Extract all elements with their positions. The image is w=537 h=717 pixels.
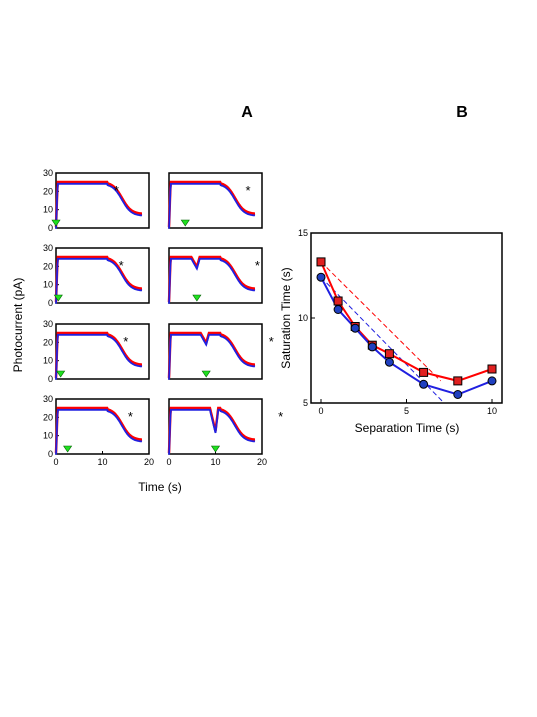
panel-b-xtick-label: 10 — [487, 406, 497, 416]
saturation-star: * — [255, 258, 260, 273]
panel-b-xtick-label: 0 — [318, 406, 323, 416]
red-trace — [167, 331, 255, 378]
blue-circle-point — [333, 305, 343, 314]
blue-trace — [168, 408, 256, 455]
red-trace — [54, 406, 142, 453]
xtick-label: 20 — [144, 457, 154, 467]
blue-trace — [55, 333, 143, 380]
ytick-label: 20 — [43, 186, 53, 196]
panel-a-small-multiples: 0 10 20 30 * * 0 10 20 30 * * 0 10 20 30 * * 0 10 20 30 0 10 20 *… — [43, 168, 283, 467]
saturation-star: * — [128, 409, 133, 424]
blue-circle-point — [316, 272, 326, 282]
red-square-point — [384, 349, 394, 359]
red-trace — [54, 180, 142, 227]
blue-circle-point — [350, 323, 360, 333]
red-trace — [167, 255, 255, 302]
blue-circle-point — [384, 357, 394, 367]
xtick-label: 0 — [166, 457, 171, 467]
xtick-label: 10 — [210, 457, 220, 467]
flash-marker — [192, 294, 202, 302]
red-dashed-line — [320, 261, 442, 382]
panel-b-xlabel: Separation Time (s) — [355, 421, 460, 435]
panel-a-subplot: 0 10 20 * — [166, 398, 283, 467]
blue-trace — [168, 182, 256, 229]
panel-b-ytick-label: 10 — [298, 313, 308, 323]
panel-a-subplot: * — [167, 323, 274, 380]
ytick-label: 0 — [48, 449, 53, 459]
panel-a-subplot: * — [167, 247, 263, 304]
panel-a-subplot: * — [167, 172, 263, 229]
saturation-star: * — [119, 258, 124, 273]
saturation-star: * — [123, 334, 128, 349]
panel-a-subplot: 0 10 20 30 * — [43, 243, 150, 308]
blue-trace — [55, 257, 143, 304]
red-square-point — [333, 296, 343, 306]
ytick-label: 0 — [48, 223, 53, 233]
blue-circle-point — [367, 342, 377, 352]
ytick-label: 20 — [43, 412, 53, 422]
red-series-line — [320, 261, 493, 382]
panel-b-ylabel: Saturation Time (s) — [279, 267, 293, 368]
blue-trace — [55, 408, 143, 455]
flash-marker — [51, 219, 61, 227]
ytick-label: 10 — [43, 280, 53, 290]
red-trace — [54, 331, 142, 378]
ytick-label: 0 — [48, 374, 53, 384]
red-square-point — [487, 364, 497, 374]
panel-b-ytick-label: 15 — [298, 228, 308, 238]
blue-circle-point — [487, 376, 497, 386]
ytick-label: 30 — [43, 319, 53, 329]
panel-b-frame — [310, 232, 503, 404]
panel-a-xlabel: Time (s) — [138, 480, 182, 494]
panel-a-subplot: 0 10 20 30 * — [43, 319, 150, 384]
ytick-label: 20 — [43, 261, 53, 271]
panel-b-ytick-label: 5 — [303, 398, 308, 408]
saturation-star: * — [246, 183, 251, 198]
flash-marker — [180, 219, 190, 227]
xtick-label: 20 — [257, 457, 267, 467]
blue-trace — [168, 257, 256, 304]
panel-label-a: A — [241, 104, 253, 121]
saturation-star: * — [269, 334, 274, 349]
saturation-star: * — [114, 183, 119, 198]
panel-label-b: B — [456, 104, 468, 121]
panel-a-ylabel: Photocurrent (pA) — [11, 278, 25, 373]
flash-marker — [210, 445, 221, 453]
blue-circle-point — [453, 390, 463, 399]
ytick-label: 10 — [43, 431, 53, 441]
ytick-label: 10 — [43, 356, 53, 366]
ytick-label: 20 — [43, 337, 53, 347]
flash-marker — [56, 370, 66, 378]
ytick-label: 10 — [43, 205, 53, 215]
flash-marker — [201, 370, 211, 378]
red-square-point — [316, 257, 326, 267]
panel-a-subplot: 0 10 20 30 0 10 20 * — [43, 394, 154, 467]
red-square-point — [419, 367, 429, 377]
red-trace — [54, 255, 142, 302]
xtick-label: 10 — [97, 457, 107, 467]
red-trace — [167, 180, 255, 227]
ytick-label: 30 — [43, 168, 53, 178]
ytick-label: 0 — [48, 298, 53, 308]
saturation-star: * — [278, 409, 283, 424]
ytick-label: 30 — [43, 394, 53, 404]
panel-b-xtick-label: 5 — [404, 406, 409, 416]
blue-trace — [55, 182, 143, 229]
blue-circle-point — [419, 379, 429, 389]
panel-a-subplot: 0 10 20 30 * — [43, 168, 150, 233]
flash-marker — [53, 294, 63, 302]
flash-marker — [63, 445, 73, 453]
xtick-label: 0 — [53, 457, 58, 467]
blue-trace — [168, 333, 256, 380]
ytick-label: 30 — [43, 243, 53, 253]
red-square-point — [453, 376, 463, 386]
